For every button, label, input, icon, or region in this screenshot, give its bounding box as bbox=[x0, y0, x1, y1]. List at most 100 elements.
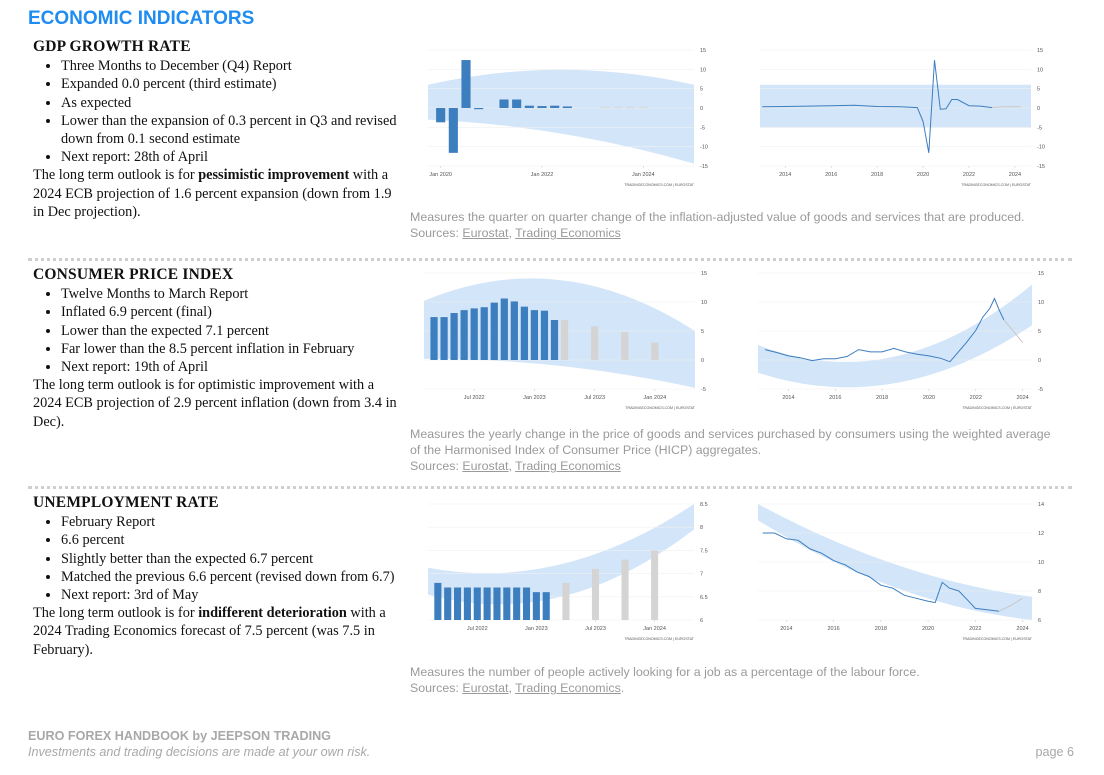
bullet-item: Next report: 19th of April bbox=[61, 358, 405, 376]
bullet-item: Next report: 3rd of May bbox=[61, 586, 405, 604]
bar bbox=[530, 310, 539, 360]
sources-prefix: Sources: bbox=[410, 226, 463, 240]
y-tick-label: 10 bbox=[1037, 67, 1043, 73]
x-tick-label: 2024 bbox=[1016, 626, 1028, 632]
bullet-item: Lower than the expansion of 0.3 percent … bbox=[61, 112, 405, 148]
x-tick-label: 2016 bbox=[827, 626, 839, 632]
bullet-item: Matched the previous 6.6 percent (revise… bbox=[61, 568, 405, 586]
y-tick-label: 8.5 bbox=[700, 502, 708, 508]
bar bbox=[434, 582, 442, 620]
bar bbox=[450, 313, 458, 360]
bar bbox=[463, 587, 471, 620]
x-tick-label: 2016 bbox=[829, 395, 841, 401]
bar bbox=[461, 60, 471, 108]
bar bbox=[430, 317, 438, 360]
outlook: The long term outlook is for indifferent… bbox=[33, 604, 405, 659]
bar bbox=[510, 301, 518, 360]
y-tick-label: 5 bbox=[1038, 329, 1041, 335]
bar bbox=[454, 587, 462, 620]
x-tick-label: Jan 2020 bbox=[429, 172, 452, 178]
forecast-band bbox=[428, 69, 694, 164]
bar bbox=[651, 550, 659, 620]
section-text: CONSUMER PRICE INDEX Twelve Months to Mar… bbox=[33, 266, 405, 431]
source-link[interactable]: Trading Economics bbox=[515, 226, 621, 240]
x-tick-label: 2024 bbox=[1009, 172, 1021, 178]
outlook-text: The long term outlook is for optimistic … bbox=[33, 377, 397, 430]
outlook: The long term outlook is for pessimistic… bbox=[33, 166, 405, 221]
bullet-item: Inflated 6.9 percent (final) bbox=[61, 303, 405, 321]
bullet-item: Lower than the expected 7.1 percent bbox=[61, 322, 405, 340]
sources-prefix: Sources: bbox=[410, 681, 463, 695]
x-tick-label: Jan 2024 bbox=[632, 172, 655, 178]
x-tick-label: 2014 bbox=[782, 395, 794, 401]
line bbox=[1003, 319, 1023, 343]
y-tick-label: 6 bbox=[700, 618, 703, 624]
bar bbox=[638, 106, 648, 108]
sources-separator: , bbox=[508, 226, 516, 240]
x-tick-label: Jan 2024 bbox=[644, 395, 667, 401]
bullet-item: Next report: 28th of April bbox=[61, 148, 405, 166]
y-tick-label: -10 bbox=[700, 145, 708, 151]
outlook-text: The long term outlook is for bbox=[33, 167, 199, 184]
bar bbox=[621, 332, 629, 360]
x-tick-label: Jul 2023 bbox=[585, 626, 606, 632]
footer-disclaimer: Investments and trading decisions are ma… bbox=[28, 745, 371, 759]
forecast-band bbox=[428, 504, 694, 605]
y-tick-label: 6.5 bbox=[700, 595, 708, 601]
bar bbox=[436, 108, 446, 123]
sources-line: Sources: Eurostat, Trading Economics. bbox=[410, 680, 1060, 696]
source-note: TRADINGECONOMICS.COM | EUROSTAT bbox=[624, 183, 694, 187]
y-tick-label: 14 bbox=[1038, 502, 1044, 508]
bar bbox=[512, 99, 522, 108]
bar bbox=[470, 308, 478, 360]
chart: -15 -10 -5 0 5 10 15 Jan 2020 Jan 2022 Jan 2024 TR… bbox=[428, 48, 708, 187]
bar bbox=[490, 302, 498, 360]
y-tick-label: 0 bbox=[700, 106, 703, 112]
outlook-text: indifferent deterioration bbox=[198, 605, 347, 622]
bullet-item: Twelve Months to March Report bbox=[61, 285, 405, 303]
section-text: GDP GROWTH RATE Three Months to December … bbox=[33, 38, 405, 221]
chart: -5 0 5 10 15 2014 2016 2018 2020 2022 2024 TRADINGE… bbox=[758, 271, 1044, 410]
bar bbox=[613, 106, 623, 108]
x-tick-label: Jan 2022 bbox=[531, 172, 554, 178]
bar bbox=[591, 326, 599, 360]
y-tick-label: -5 bbox=[1037, 125, 1042, 131]
source-link[interactable]: Eurostat bbox=[462, 681, 509, 695]
bar bbox=[560, 319, 569, 360]
bar bbox=[540, 310, 549, 360]
bullet-item: February Report bbox=[61, 513, 405, 531]
bar bbox=[440, 317, 448, 360]
x-tick-label: 2018 bbox=[876, 395, 888, 401]
y-tick-label: 6 bbox=[1038, 618, 1041, 624]
bar bbox=[460, 310, 468, 360]
caption-text: Measures the number of people actively l… bbox=[410, 665, 920, 679]
x-tick-label: 2018 bbox=[875, 626, 887, 632]
y-tick-label: 0 bbox=[1038, 358, 1041, 364]
bar bbox=[562, 106, 572, 108]
bar bbox=[483, 587, 491, 620]
y-tick-label: 15 bbox=[701, 271, 707, 277]
y-tick-label: 0 bbox=[701, 358, 704, 364]
chart: -15 -10 -5 0 5 10 15 2014 2016 2018 2020 2022 2024 TR… bbox=[760, 48, 1045, 187]
y-tick-label: 15 bbox=[700, 48, 706, 54]
source-link[interactable]: Trading Economics bbox=[515, 681, 621, 695]
y-tick-label: 10 bbox=[1038, 300, 1044, 306]
y-tick-label: 8 bbox=[1038, 589, 1041, 595]
x-tick-label: Jul 2023 bbox=[584, 395, 605, 401]
bullet-list: February Report6.6 percentSlightly bette… bbox=[33, 513, 405, 604]
x-tick-label: 2022 bbox=[969, 626, 981, 632]
y-tick-label: 12 bbox=[1038, 531, 1044, 537]
x-tick-label: 2022 bbox=[970, 395, 982, 401]
source-link[interactable]: Eurostat bbox=[462, 459, 509, 473]
x-tick-label: 2020 bbox=[917, 172, 929, 178]
bullet-item: Far lower than the 8.5 percent inflation… bbox=[61, 340, 405, 358]
source-link[interactable]: Eurostat bbox=[462, 226, 509, 240]
x-tick-label: 2018 bbox=[871, 172, 883, 178]
bar bbox=[500, 298, 508, 360]
y-tick-label: -10 bbox=[1037, 145, 1045, 151]
bar bbox=[499, 99, 509, 108]
source-link[interactable]: Trading Economics bbox=[515, 459, 621, 473]
bullet-item: Slightly better than the expected 6.7 pe… bbox=[61, 550, 405, 568]
bullet-list: Three Months to December (Q4) ReportExpa… bbox=[33, 57, 405, 166]
line bbox=[998, 597, 1023, 612]
